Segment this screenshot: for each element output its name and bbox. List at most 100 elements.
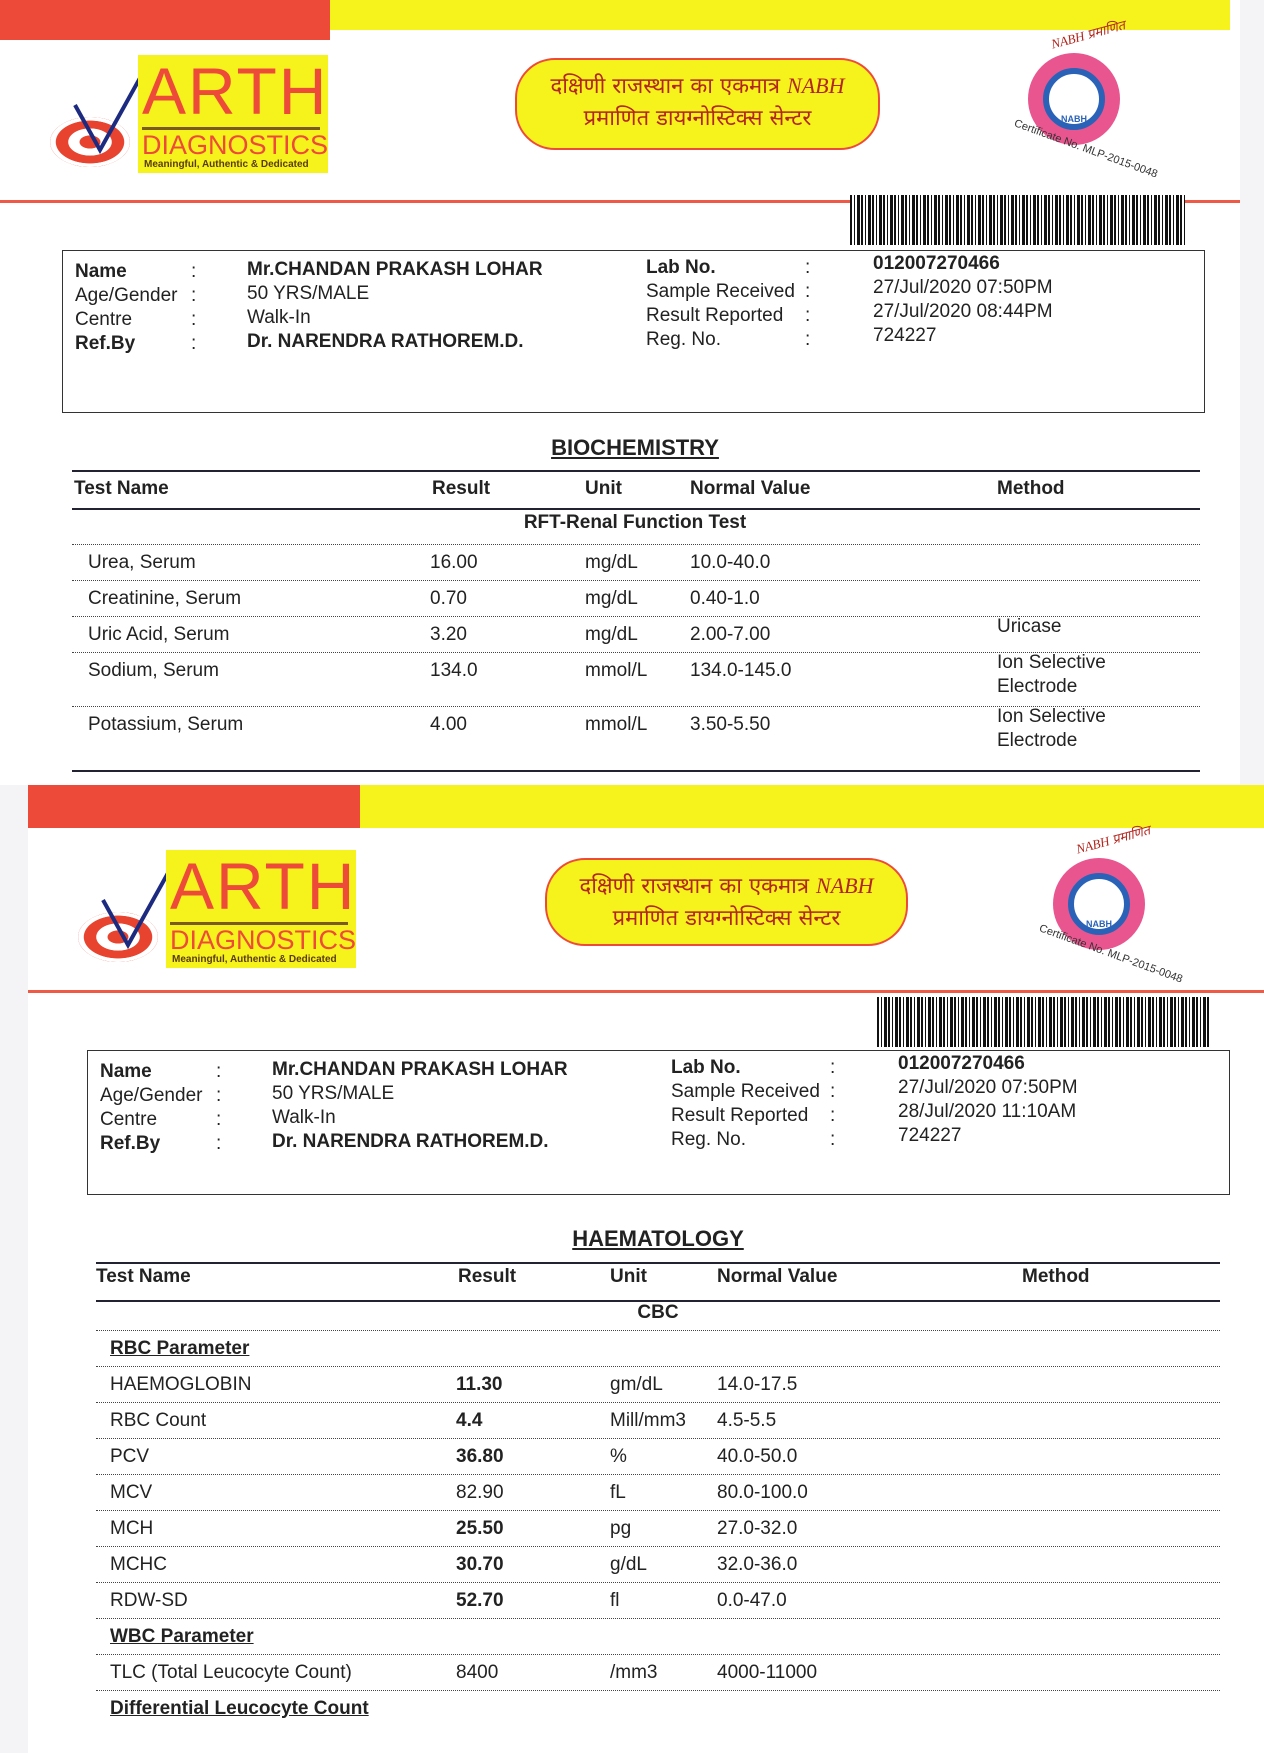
label-centre: Centre — [75, 309, 133, 330]
method: Uricase — [997, 616, 1062, 637]
value-sample: 27/Jul/2020 07:50PM — [898, 1077, 1078, 1098]
test-name: Sodium, Serum — [88, 660, 219, 681]
result-value: 8400 — [456, 1662, 499, 1683]
slogan-text: दक्षिणी राजस्थान का एकमात्र — [550, 74, 781, 99]
unit: mg/dL — [585, 624, 638, 645]
logo-tagline: Meaningful, Authentic & Dedicated — [172, 954, 337, 965]
test-name: Urea, Serum — [88, 552, 196, 573]
section-title: BIOCHEMISTRY — [551, 435, 719, 460]
logo-name: ARTH — [170, 849, 357, 923]
target-icon — [78, 912, 158, 962]
value-lab: 012007270466 — [873, 253, 1000, 274]
seal-ring: NABH — [1028, 53, 1120, 145]
value-ref: Dr. NARENDRA RATHOREM.D. — [272, 1131, 549, 1152]
method: Ion Selective — [997, 706, 1106, 727]
label-sample: Sample Received — [646, 281, 795, 302]
logo-name: ARTH — [142, 54, 329, 128]
unit: % — [610, 1446, 627, 1467]
test-name: MCH — [110, 1518, 154, 1539]
logo-tagline: Meaningful, Authentic & Dedicated — [144, 159, 309, 170]
nabh-slogan-badge: दक्षिणी राजस्थान का एकमात्र NABH प्रमाणित… — [515, 58, 880, 150]
normal-value: 0.40-1.0 — [690, 588, 760, 609]
label-ref: Ref.By — [75, 333, 136, 354]
result-value: 52.70 — [456, 1590, 504, 1611]
row-divider — [96, 1438, 1220, 1439]
test-name: MCHC — [110, 1554, 167, 1575]
nabh-seal-icon: NABH प्रमाणित NABH Certificate No. MLP-201… — [1035, 822, 1185, 985]
slogan-line-1: दक्षिणी राजस्थान का एकमात्र NABH — [517, 70, 878, 103]
slogan-nabh: NABH — [787, 73, 845, 98]
row-divider — [96, 1546, 1220, 1547]
label-age: Age/Gender — [75, 285, 178, 306]
value-centre: Walk-In — [272, 1107, 336, 1128]
result-value: 25.50 — [456, 1518, 504, 1539]
panel-title: RFT-Renal Function Test — [523, 512, 747, 533]
row-divider — [72, 616, 1200, 617]
result-value: 134.0 — [430, 660, 478, 681]
separator: : — [216, 1133, 222, 1154]
barcode — [877, 997, 1210, 1047]
subheading: WBC Parameter — [110, 1626, 254, 1647]
separator: : — [830, 1105, 836, 1126]
row-divider — [96, 1510, 1220, 1511]
unit: mmol/L — [585, 660, 648, 681]
test-name: MCV — [110, 1482, 153, 1503]
banner-red-stripe — [0, 0, 330, 40]
row-divider — [96, 1654, 1220, 1655]
value-reg: 724227 — [898, 1125, 962, 1146]
table-header-rule — [72, 508, 1200, 510]
unit: Mill/mm3 — [610, 1410, 686, 1431]
normal-value: 27.0-32.0 — [717, 1518, 798, 1539]
separator: : — [191, 309, 197, 330]
test-name: HAEMOGLOBIN — [110, 1374, 252, 1395]
slogan-nabh: NABH — [816, 873, 874, 898]
banner-red-stripe — [28, 785, 360, 828]
subheading: Differential Leucocyte Count — [110, 1698, 369, 1719]
row-divider — [96, 1618, 1220, 1619]
row-divider — [72, 580, 1200, 581]
value-sample: 27/Jul/2020 07:50PM — [873, 277, 1053, 298]
column-header: Method — [1022, 1266, 1090, 1287]
column-header: Normal Value — [717, 1266, 838, 1287]
test-name: Creatinine, Serum — [88, 588, 242, 609]
value-age: 50 YRS/MALE — [272, 1083, 395, 1104]
label-reg: Reg. No. — [646, 329, 721, 350]
nabh-slogan-badge: दक्षिणी राजस्थान का एकमात्र NABH प्रमाणित… — [545, 858, 908, 946]
result-value: 4.00 — [430, 714, 467, 735]
unit: pg — [610, 1518, 632, 1539]
test-name: RBC Count — [110, 1410, 207, 1431]
column-header: Unit — [610, 1266, 647, 1287]
label-reg: Reg. No. — [671, 1129, 746, 1150]
separator: : — [805, 257, 811, 278]
slogan-line-1: दक्षिणी राजस्थान का एकमात्र NABH — [547, 870, 906, 903]
row-divider — [96, 1402, 1220, 1403]
normal-value: 14.0-17.5 — [717, 1374, 798, 1395]
seal-center-text: NABH — [1043, 68, 1105, 130]
separator: : — [830, 1081, 836, 1102]
label-result: Result Reported — [671, 1105, 809, 1126]
result-value: 0.70 — [430, 588, 467, 609]
value-name: Mr.CHANDAN PRAKASH LOHAR — [272, 1059, 568, 1080]
table-top-rule — [96, 1262, 1220, 1264]
slogan-line-2: प्रमाणित डायग्नोस्टिक्स सेन्टर — [583, 106, 812, 131]
row-divider — [96, 1330, 1220, 1331]
logo-subtitle: DIAGNOSTICS — [170, 922, 356, 955]
label-ref: Ref.By — [100, 1133, 161, 1154]
label-name: Name — [100, 1061, 152, 1082]
test-name: TLC (Total Leucocyte Count) — [110, 1662, 352, 1683]
result-value: 3.20 — [430, 624, 467, 645]
normal-value: 2.00-7.00 — [690, 624, 771, 645]
normal-value: 0.0-47.0 — [717, 1590, 787, 1611]
row-divider — [96, 1474, 1220, 1475]
label-age: Age/Gender — [100, 1085, 203, 1106]
logo-box: ARTH DIAGNOSTICS Meaningful, Authentic & D… — [138, 55, 328, 173]
normal-value: 4000-11000 — [717, 1662, 818, 1683]
test-name: Potassium, Serum — [88, 714, 244, 735]
separator: : — [216, 1061, 222, 1082]
separator: : — [216, 1109, 222, 1130]
value-reg: 724227 — [873, 325, 937, 346]
normal-value: 4.5-5.5 — [717, 1410, 777, 1431]
normal-value: 10.0-40.0 — [690, 552, 771, 573]
unit: mg/dL — [585, 588, 638, 609]
section-title: HAEMATOLOGY — [572, 1226, 744, 1251]
